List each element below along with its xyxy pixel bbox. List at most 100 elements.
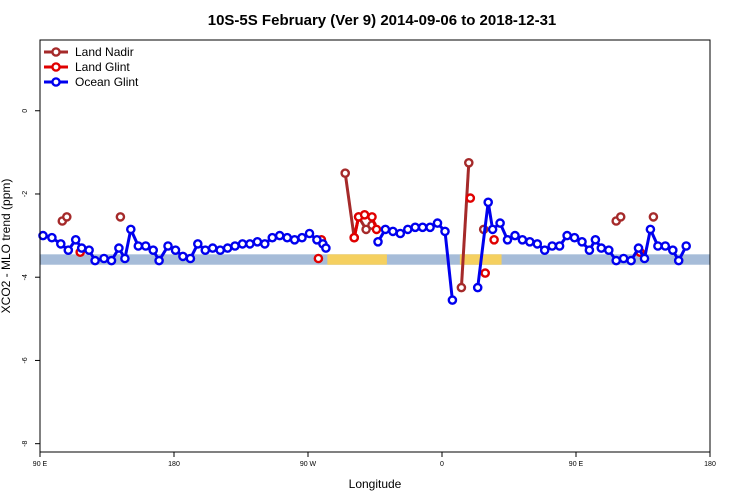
x-tick-label: 90 E: [569, 461, 584, 468]
ocean-glint-point: [178, 251, 188, 262]
x-tick-label: 180: [704, 461, 716, 468]
ocean-glint-point: [495, 218, 505, 228]
land-nadir-point: [648, 212, 659, 222]
ocean-glint-point: [547, 241, 558, 251]
ocean-glint-point: [114, 243, 124, 253]
ocean-glint-point: [120, 253, 130, 264]
x-axis: 90 E 180 90 W 0 90 E 180: [33, 452, 716, 468]
ocean-glint-point: [668, 245, 678, 255]
ocean-glint-point: [200, 245, 211, 255]
plot-frame: [39, 39, 711, 453]
ocean-glint-point: [673, 255, 684, 266]
land-nadir-point: [340, 168, 351, 178]
land-glint-point: [313, 253, 324, 264]
ocean-glint-point: [618, 253, 629, 264]
surface-band: [40, 254, 710, 265]
x-tick-label: 180: [168, 461, 180, 468]
land-glint-point: [465, 193, 476, 203]
ocean-glint-point: [99, 253, 109, 264]
ocean-glint-point: [185, 253, 196, 264]
ocean-glint-point: [252, 236, 263, 247]
land-glint-point: [371, 224, 382, 235]
ocean-glint-point: [126, 224, 136, 235]
ocean-glint-point: [245, 239, 255, 249]
x-tick-label: 90 E: [33, 461, 48, 468]
ocean-glint-point: [388, 226, 398, 237]
y-axis: 0 -2 -4 -6 -8: [22, 109, 40, 447]
ocean-glint-point: [133, 241, 144, 251]
ocean-glint-point: [321, 243, 331, 253]
ocean-glint-point: [207, 243, 218, 253]
ocean-glint-point: [163, 241, 173, 251]
ocean-glint-point: [237, 239, 248, 249]
land-nadir-point: [463, 157, 474, 168]
ocean-glint-point: [373, 236, 383, 247]
land-nadir-point: [615, 212, 626, 222]
land-nadir-legend-marker: [51, 47, 61, 57]
ocean-glint-point: [140, 241, 151, 251]
ocean-glint-point: [395, 228, 406, 239]
land-glint-point: [367, 212, 377, 222]
ocean-glint-point: [230, 241, 240, 251]
ocean-glint-point: [596, 243, 607, 253]
ocean-glint-point: [259, 239, 270, 249]
ocean-glint-point: [590, 234, 601, 245]
ocean-glint-point: [410, 222, 421, 233]
ocean-glint-point: [539, 245, 550, 255]
ocean-glint-point: [47, 232, 57, 243]
ocean-glint-point: [604, 245, 614, 255]
ocean-glint-point: [432, 218, 443, 228]
land-nadir-point: [62, 212, 72, 222]
ocean-glint-point: [569, 232, 580, 243]
ocean-glint-point: [483, 197, 494, 208]
ocean-glint-point: [106, 255, 117, 266]
land-band: [327, 254, 387, 265]
y-axis-label: XCO2 - MLO trend (ppm): [0, 179, 13, 314]
ocean-glint-point: [76, 243, 87, 253]
ocean-glint-point: [510, 230, 520, 241]
y-tick-label: -8: [22, 440, 29, 446]
land-nadir-line: [459, 162, 471, 288]
ocean-glint-point: [681, 241, 692, 251]
ocean-glint-point: [267, 232, 278, 243]
ocean-glint-point: [380, 224, 391, 235]
ocean-glint-point: [70, 234, 81, 245]
x-tick-label: 90 W: [300, 461, 317, 468]
ocean-glint-point: [577, 236, 587, 247]
y-tick-label: -2: [22, 191, 29, 197]
chart-title: 10S-5S February (Ver 9) 2014-09-06 to 20…: [208, 12, 557, 29]
ocean-glint-point: [554, 241, 565, 251]
land-nadir-point: [456, 282, 467, 293]
series-layer: [38, 157, 692, 305]
y-tick-label: 0: [22, 109, 29, 113]
ocean-glint-point: [502, 234, 513, 245]
ocean-glint-legend-marker: [51, 77, 61, 87]
ocean-glint-point: [447, 295, 458, 305]
ocean-glint-point: [440, 226, 450, 237]
x-tick-label: 0: [440, 461, 444, 468]
ocean-glint-point: [38, 230, 48, 241]
ocean-glint-point: [84, 245, 94, 255]
land-glint-legend-label: Land Glint: [75, 60, 130, 74]
series-ocean-glint: [38, 197, 692, 305]
land-glint-point: [349, 232, 360, 243]
ocean-glint-point: [274, 230, 285, 241]
ocean-glint-point: [215, 245, 225, 255]
ocean-glint-point: [56, 239, 66, 249]
ocean-glint-point: [425, 222, 435, 233]
ocean-glint-point: [532, 239, 543, 249]
ocean-glint-point: [517, 234, 528, 245]
y-tick-label: -4: [22, 274, 29, 280]
ocean-glint-point: [660, 241, 671, 251]
ocean-glint-point: [90, 255, 100, 266]
ocean-glint-point: [192, 239, 203, 249]
x-axis-label: Longitude: [349, 477, 402, 491]
ocean-glint-point: [626, 255, 636, 266]
ocean-glint-point: [487, 224, 498, 235]
ocean-glint-point: [304, 228, 315, 239]
land-glint-point: [489, 234, 499, 245]
ocean-glint-point: [525, 236, 535, 247]
